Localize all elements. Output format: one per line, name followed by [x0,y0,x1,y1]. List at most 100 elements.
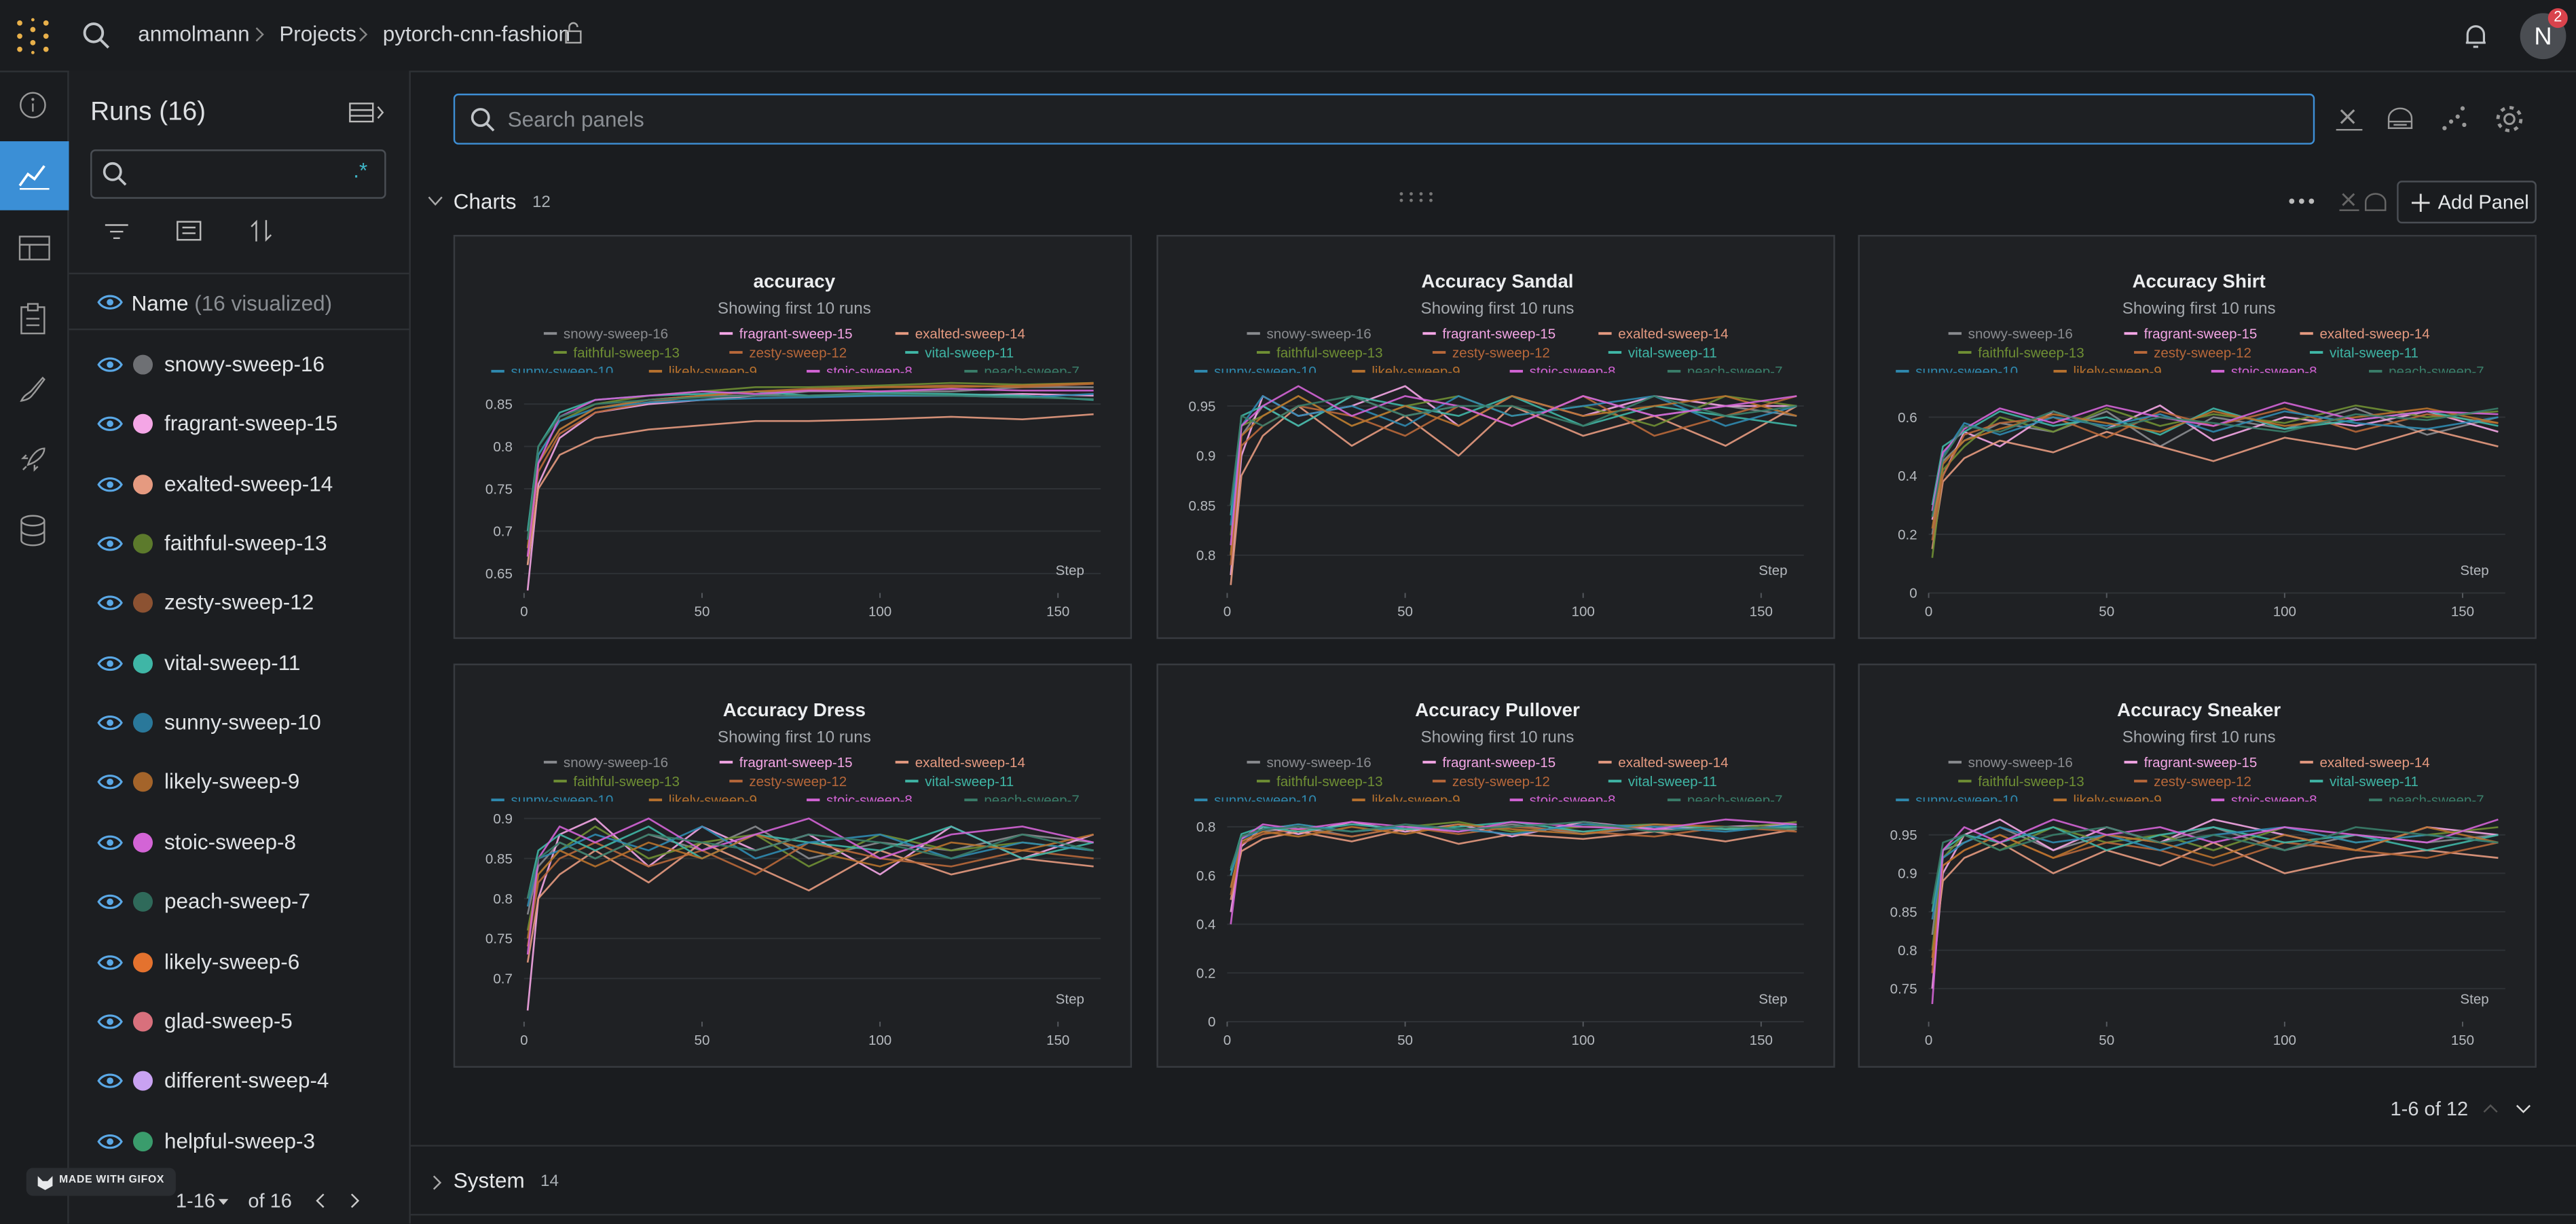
x-tick-label: 150 [2451,604,2474,619]
prev-panels[interactable] [2482,1102,2499,1115]
run-row[interactable]: sunny-sweep-10 [69,693,409,752]
run-row[interactable]: likely-sweep-6 [69,932,409,991]
run-row[interactable]: likely-sweep-9 [69,753,409,812]
run-name: peach-sweep-7 [164,889,311,914]
section-count: 12 [532,193,551,212]
search-icon[interactable] [82,21,112,51]
top-bar: anmolmann Projects pytorch-cnn-fashion N… [0,0,2576,73]
legend-label: likely-sweep-9 [1371,793,1459,809]
run-row[interactable]: fragrant-sweep-15 [69,395,409,454]
series-line [1229,821,1797,869]
run-color [132,593,153,614]
smoothing-settings[interactable] [2385,105,2415,132]
legend-label: fragrant-sweep-15 [1441,755,1555,771]
series-line [1229,385,1797,546]
eye-icon [97,1014,123,1029]
chart-panel: accuracy Showing first 10 runs snowy-sweep… [453,235,1133,639]
run-row[interactable]: different-sweep-4 [69,1052,409,1111]
x-axis-label: Step [2460,563,2488,578]
eye-outline [97,1014,123,1029]
series-line [1931,818,2499,1005]
system-title[interactable]: System [453,1168,525,1193]
launch-icon[interactable] [18,445,48,475]
legend-label: faithful-sweep-13 [1276,774,1382,790]
legend: snowy-sweep-16 fragrant-sweep-15 exalted-s… [1896,326,2484,373]
x-tick-label: 150 [2451,1033,2474,1048]
eye-pupil [107,838,113,846]
series-line [1931,826,2499,912]
next-panels[interactable] [2515,1102,2531,1115]
section-x-axis[interactable] [2338,189,2361,213]
eye-icon [97,477,123,492]
table-toggle[interactable] [348,102,388,125]
plus-icon [2411,193,2430,212]
chart: Accuracy Shirt Showing first 10 runs snowy… [1896,270,2505,619]
regex-toggle[interactable]: .* [353,157,368,183]
series-line [526,382,1094,549]
reports-icon[interactable] [20,302,46,335]
chart: Accuracy Dress Showing first 10 runs snowy… [485,699,1101,1048]
badge-text: MADE WITH GIFOX [59,1174,165,1186]
run-row[interactable]: vital-sweep-11 [69,633,409,692]
breadcrumb-project[interactable]: pytorch-cnn-fashion [382,21,571,46]
legend-label: faithful-sweep-13 [1978,774,2084,790]
legend-label: snowy-sweep-16 [1266,326,1370,341]
run-color [132,832,153,853]
table-icon[interactable] [18,235,51,261]
panel-search[interactable]: Search panels [453,93,2315,145]
charts-tab[interactable] [0,141,69,210]
more-menu[interactable] [2287,197,2317,205]
group-icon[interactable] [176,220,202,241]
panel-pagination: 1-6 of 12 [2390,1097,2469,1121]
series-line [526,817,1094,1011]
run-row[interactable]: stoic-sweep-8 [69,813,409,872]
legend-label: snowy-sweep-16 [564,755,668,771]
run-search[interactable]: .* [90,149,386,199]
x-tick-label: 150 [1748,1033,1771,1048]
run-row[interactable]: glad-sweep-5 [69,992,409,1051]
run-row[interactable]: snowy-sweep-16 [69,335,409,394]
bell-icon[interactable] [2463,21,2489,51]
x-axis-label: Step [1056,991,1084,1007]
eye-icon [97,895,123,910]
y-tick-label: 0.75 [485,481,513,497]
run-row[interactable]: helpful-sweep-3 [69,1111,409,1170]
run-name: different-sweep-4 [164,1068,329,1093]
add-panel-button[interactable]: Add Panel [2397,181,2537,224]
section-title[interactable]: Charts [453,189,517,214]
overview-icon[interactable] [18,90,48,120]
filter-icon[interactable] [103,222,130,242]
artifacts-icon[interactable] [20,514,46,546]
collapse-charts[interactable] [427,196,443,208]
run-row[interactable]: peach-sweep-7 [69,872,409,931]
page-range[interactable]: 1-16 [175,1189,216,1212]
y-tick-label: 0.75 [485,931,513,947]
eye-pupil [107,779,113,786]
legend-label: faithful-sweep-13 [573,345,679,360]
sort-icon[interactable] [250,219,273,243]
sweeps-icon[interactable] [18,375,48,405]
breadcrumb-user[interactable]: anmolmann [138,21,250,46]
run-row[interactable]: exalted-sweep-14 [69,454,409,513]
run-name: helpful-sweep-3 [164,1128,316,1153]
legend-label: likely-sweep-9 [669,793,757,809]
outliers-settings[interactable] [2440,103,2469,133]
expand-system[interactable] [430,1174,443,1191]
legend-label: stoic-sweep-8 [1528,793,1615,809]
settings-icon[interactable] [2494,103,2525,134]
eye-outline [97,895,123,910]
eye-pupil [107,1137,113,1145]
run-row[interactable]: faithful-sweep-13 [69,514,409,573]
legend: snowy-sweep-16 fragrant-sweep-15 exalted-s… [1193,755,1782,809]
x-tick-label: 100 [1570,604,1594,619]
breadcrumb-projects[interactable]: Projects [279,21,356,46]
next-page[interactable] [348,1193,361,1209]
run-name: stoic-sweep-8 [164,829,297,854]
search-icon [103,162,127,186]
x-axis-settings[interactable] [2334,103,2364,133]
search-placeholder: Search panels [507,107,644,132]
run-row[interactable]: zesty-sweep-12 [69,574,409,633]
section-smoothing[interactable] [2364,191,2389,212]
prev-page[interactable] [314,1193,327,1209]
series-line [526,392,1094,540]
